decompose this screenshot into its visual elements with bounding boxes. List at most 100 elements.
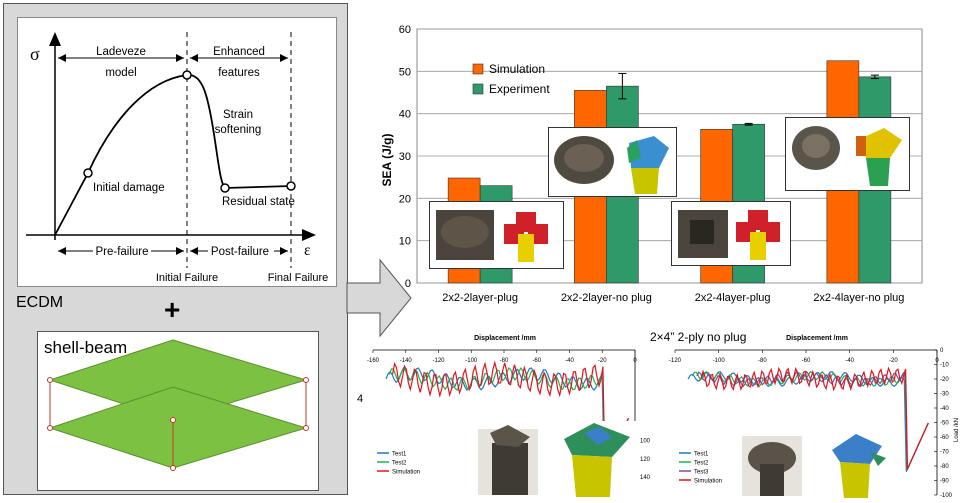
y-tick-label: -20: [940, 377, 949, 383]
peak-point: [182, 70, 192, 80]
x-tick-label: -100: [465, 358, 478, 364]
x-tick-label: 2x2-4layer-no plug: [813, 292, 904, 304]
y-tick-label: 0: [405, 278, 411, 290]
photo-sim-specimen-left: [550, 421, 640, 497]
load-displacement-chart-left: Displacement /mm 4 -160 -140 -120 -100 -80 -6…: [357, 335, 651, 495]
x-tick-label: -120: [432, 358, 445, 364]
final-point: [286, 181, 296, 191]
x-tick-label: -80: [500, 358, 509, 364]
y-tick-label: 30: [399, 151, 411, 163]
x-tick-label: 2x2-2layer-plug: [442, 292, 518, 304]
y-axis-arrow: [49, 32, 61, 46]
x-tick-label: -60: [802, 358, 811, 364]
x-tick-label: -160: [367, 358, 380, 364]
x-tick-label: -20: [598, 358, 607, 364]
x-tick-label: -80: [758, 358, 767, 364]
strain-symbol: ε: [304, 242, 311, 259]
bottom-shell: [48, 386, 308, 469]
legend-label: Test2: [392, 461, 407, 467]
ladeveze-label: Ladeveze: [96, 46, 146, 58]
legend-label: Simulation: [694, 479, 722, 485]
y-tick-label: -100: [940, 493, 953, 499]
stress-strain-svg: σ ε Ladeveze model Enhanced features Str…: [26, 32, 328, 284]
legend-label: Experiment: [489, 82, 550, 96]
y-tick-label: -90: [940, 479, 949, 485]
residual-point: [220, 183, 230, 193]
x-tick-label: 2x2-4layer-plug: [695, 292, 771, 304]
photo-sim-specimen-right: [826, 432, 888, 498]
y-tick-label: -30: [940, 392, 949, 398]
series-line: [696, 370, 929, 471]
series-line: [388, 366, 629, 472]
flow-arrow: [346, 258, 412, 338]
series-line: [687, 371, 929, 472]
enhanced-label: Enhanced: [213, 46, 265, 58]
post-failure-label: Post-failure: [211, 246, 269, 258]
legend-label: Test3: [694, 470, 709, 476]
y-tick-label: 0: [940, 348, 944, 354]
softening-label: softening: [215, 124, 262, 136]
x-tick-label: -140: [400, 358, 413, 364]
legend-swatch: [472, 83, 484, 95]
y-tick-label: 40: [399, 109, 411, 121]
x-axis-arrow: [302, 229, 316, 241]
x-tick-label: -20: [889, 358, 898, 364]
y-tick-label: -80: [940, 464, 949, 470]
stress-strain-curve: [54, 74, 292, 236]
x-tick-label: -60: [532, 358, 541, 364]
x-tick-label: -120: [669, 358, 682, 364]
plus-sign: +: [164, 294, 181, 325]
legend-swatch: [472, 63, 484, 75]
x-tick-label: -100: [713, 358, 726, 364]
stress-strain-diagram: σ ε Ladeveze model Enhanced features Str…: [17, 17, 337, 287]
photo-2layer-noplug: [548, 127, 677, 197]
y-tick-label: -100: [638, 439, 651, 445]
strain-label: Strain: [223, 109, 253, 121]
series-line: [392, 360, 629, 471]
legend-label: Test1: [392, 452, 407, 458]
x-tick-label: 0: [935, 358, 939, 364]
shell-beam-svg: [47, 339, 309, 471]
initial-damage-label: Initial damage: [93, 182, 165, 194]
y-tick-label: -120: [638, 457, 651, 463]
y-tick-label: -70: [940, 450, 949, 456]
initial-failure-label: Initial Failure: [156, 272, 218, 284]
photo-test-specimen-right: [740, 434, 804, 498]
series-line: [700, 366, 929, 470]
legend-label: Test2: [694, 461, 709, 467]
pre-failure-label: Pre-failure: [95, 246, 148, 258]
x-tick-label: 2x2-2layer-no plug: [561, 292, 652, 304]
left-panel: σ ε Ladeveze model Enhanced features Str…: [3, 3, 348, 495]
series-line: [691, 370, 929, 472]
y-tick-label: 50: [399, 66, 411, 78]
load-displacement-chart-right: Displacement /mm Load /kN -120 -100 -80 -60…: [669, 335, 960, 499]
legend-label: Simulation: [489, 62, 545, 76]
x-tick-label: -40: [845, 358, 854, 364]
features-label: features: [218, 67, 260, 79]
x-tick-label: -40: [565, 358, 574, 364]
photo-4layer-noplug: [785, 117, 910, 191]
y-tick-label: 20: [399, 193, 411, 205]
y-tick-label: 10: [399, 236, 411, 248]
bar-ylabel: SEA (J/g): [380, 134, 394, 187]
left-side-label: 4: [357, 393, 363, 405]
x-tick-label: 0: [633, 358, 637, 364]
y-tick-label: -50: [940, 421, 949, 427]
y-tick-label: 60: [399, 24, 411, 36]
y-tick-label: -60: [940, 435, 949, 441]
photo-2layer-plug: [429, 201, 564, 269]
stress-symbol: σ: [30, 44, 40, 64]
photo-test-specimen-left: [468, 421, 548, 497]
left-xlabel: Displacement /mm: [474, 335, 536, 342]
y-tick-label: -40: [940, 406, 949, 412]
right-chart-title: 2×4” 2-ply no plug: [648, 330, 749, 344]
ecdm-label: ECDM: [16, 294, 64, 311]
photo-4layer-plug: [671, 201, 791, 266]
residual-state-label: Residual state: [222, 196, 295, 208]
y-tick-label: -10: [940, 363, 949, 369]
shell-beam-label: shell-beam: [44, 338, 128, 357]
legend-label: Simulation: [392, 470, 420, 476]
legend-label: Test1: [694, 452, 709, 458]
model-label: model: [105, 67, 136, 79]
y-tick-label: -140: [638, 475, 651, 481]
